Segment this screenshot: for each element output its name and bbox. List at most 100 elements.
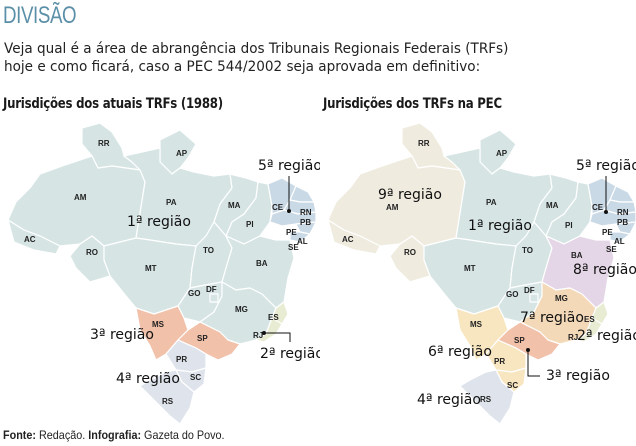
kicker-title: DIVISÃO xyxy=(3,2,77,29)
label-es: ES xyxy=(584,315,595,324)
label-ma: MA xyxy=(546,201,559,210)
label-am: AM xyxy=(74,193,87,202)
label-am: AM xyxy=(386,203,399,212)
label-ms: MS xyxy=(470,320,483,329)
region-label-2: 2ª região xyxy=(260,346,320,362)
label-ms: MS xyxy=(152,320,165,329)
label-mg: MG xyxy=(235,305,248,314)
label-ac: AC xyxy=(24,235,36,244)
region-label-7: 7ª região xyxy=(520,310,584,326)
lede-line-1: Veja qual é a área de abrangência dos Tr… xyxy=(4,40,509,57)
state-se xyxy=(609,231,631,243)
dot-r5 xyxy=(287,209,291,213)
label-rs: RS xyxy=(162,397,174,406)
source-label: Fonte: xyxy=(3,428,36,442)
label-rn: RN xyxy=(617,208,629,217)
label-pb: PB xyxy=(300,218,311,227)
infographic-label: Infografia: xyxy=(88,428,142,442)
region-label-5: 5ª região xyxy=(258,158,320,174)
label-rs: RS xyxy=(480,395,492,404)
label-pi: PI xyxy=(565,221,573,230)
label-se: SE xyxy=(288,243,299,252)
state-es xyxy=(271,301,289,325)
label-sp: SP xyxy=(514,336,525,345)
label-pr: PR xyxy=(176,355,187,364)
region-label-1: 1ª região xyxy=(468,218,532,234)
label-pb: PB xyxy=(617,218,628,227)
leader-r3 xyxy=(527,350,540,377)
label-ce: CE xyxy=(272,203,284,212)
label-ro: RO xyxy=(86,248,98,257)
state-rj xyxy=(255,317,283,343)
label-rn: RN xyxy=(300,208,312,217)
label-rj: RJ xyxy=(253,331,263,340)
state-pe xyxy=(269,209,317,227)
source-value: Redação. xyxy=(39,428,86,442)
state-pe xyxy=(589,209,636,227)
state-es xyxy=(591,301,609,325)
source-credit: Fonte: Redação. Infografia: Gazeta do Po… xyxy=(3,428,225,442)
state-rs xyxy=(139,369,195,425)
label-df: DF xyxy=(206,285,217,294)
label-rj: RJ xyxy=(568,333,578,342)
state-df xyxy=(209,293,219,303)
region-label-2: 2ª região xyxy=(577,328,636,344)
leader-r2 xyxy=(264,332,291,342)
label-go: GO xyxy=(188,289,200,298)
label-to: TO xyxy=(522,246,533,255)
label-df: DF xyxy=(524,286,535,295)
map-pec-title: Jurisdições dos TRFs na PEC xyxy=(323,96,502,112)
label-sp: SP xyxy=(197,334,208,343)
label-pa: PA xyxy=(486,198,497,207)
region-label-6: 6ª região xyxy=(428,344,492,360)
label-pe: PE xyxy=(602,228,613,237)
state-ac xyxy=(7,219,61,255)
map-pec: RR AP AM PA MA CE RN PB PI PE AL SE AC R… xyxy=(320,118,636,426)
label-es: ES xyxy=(268,313,279,322)
label-sc: SC xyxy=(507,381,518,390)
label-ro: RO xyxy=(404,248,416,257)
label-mt: MT xyxy=(145,264,157,273)
label-ma: MA xyxy=(228,201,241,210)
label-al: AL xyxy=(297,237,308,246)
state-se xyxy=(289,231,311,243)
state-df xyxy=(529,293,539,303)
label-rr: RR xyxy=(98,139,110,148)
region-label-1: 1ª região xyxy=(127,214,191,230)
map-current-svg: RR AP AM PA MA CE RN PB PI PE AL SE AC R… xyxy=(7,122,320,425)
lede-line-2: hoje e como ficará, caso a PEC 544/2002 … xyxy=(4,58,481,75)
label-ap: AP xyxy=(496,149,508,158)
dot-r3 xyxy=(526,348,530,352)
map-pec-svg: RR AP AM PA MA CE RN PB PI PE AL SE AC R… xyxy=(327,122,636,425)
lede-text: Veja qual é a área de abrangência dos Tr… xyxy=(4,40,599,76)
label-sc: SC xyxy=(190,373,201,382)
label-ap: AP xyxy=(176,149,188,158)
label-se: SE xyxy=(606,245,617,254)
label-ac: AC xyxy=(342,235,354,244)
infographic-value: Gazeta do Povo. xyxy=(144,428,225,442)
state-ac xyxy=(327,219,381,255)
map-current: RR AP AM PA MA CE RN PB PI PE AL SE AC R… xyxy=(0,118,320,426)
label-pi: PI xyxy=(246,220,254,229)
label-ce: CE xyxy=(592,203,604,212)
label-al: AL xyxy=(614,237,625,246)
label-ba: BA xyxy=(571,251,583,260)
region-label-3: 3ª região xyxy=(546,368,610,384)
label-pa: PA xyxy=(166,198,177,207)
region-label-4: 4ª região xyxy=(116,371,180,387)
label-pe: PE xyxy=(286,228,297,237)
region-label-8: 8ª região xyxy=(573,262,636,278)
region-label-9: 9ª região xyxy=(378,187,442,203)
label-rr: RR xyxy=(418,139,430,148)
label-to: TO xyxy=(203,246,214,255)
dot-r2 xyxy=(262,331,266,335)
map-current-title: Jurisdições dos atuais TRFs (1988) xyxy=(3,96,223,112)
label-mg: MG xyxy=(555,294,568,303)
state-sp xyxy=(497,321,561,361)
label-mt: MT xyxy=(464,264,476,273)
state-rj xyxy=(575,317,603,343)
label-go: GO xyxy=(506,290,518,299)
region-label-3: 3ª região xyxy=(90,327,154,343)
region-label-4: 4ª região xyxy=(417,392,481,408)
dot-r5 xyxy=(604,210,608,214)
